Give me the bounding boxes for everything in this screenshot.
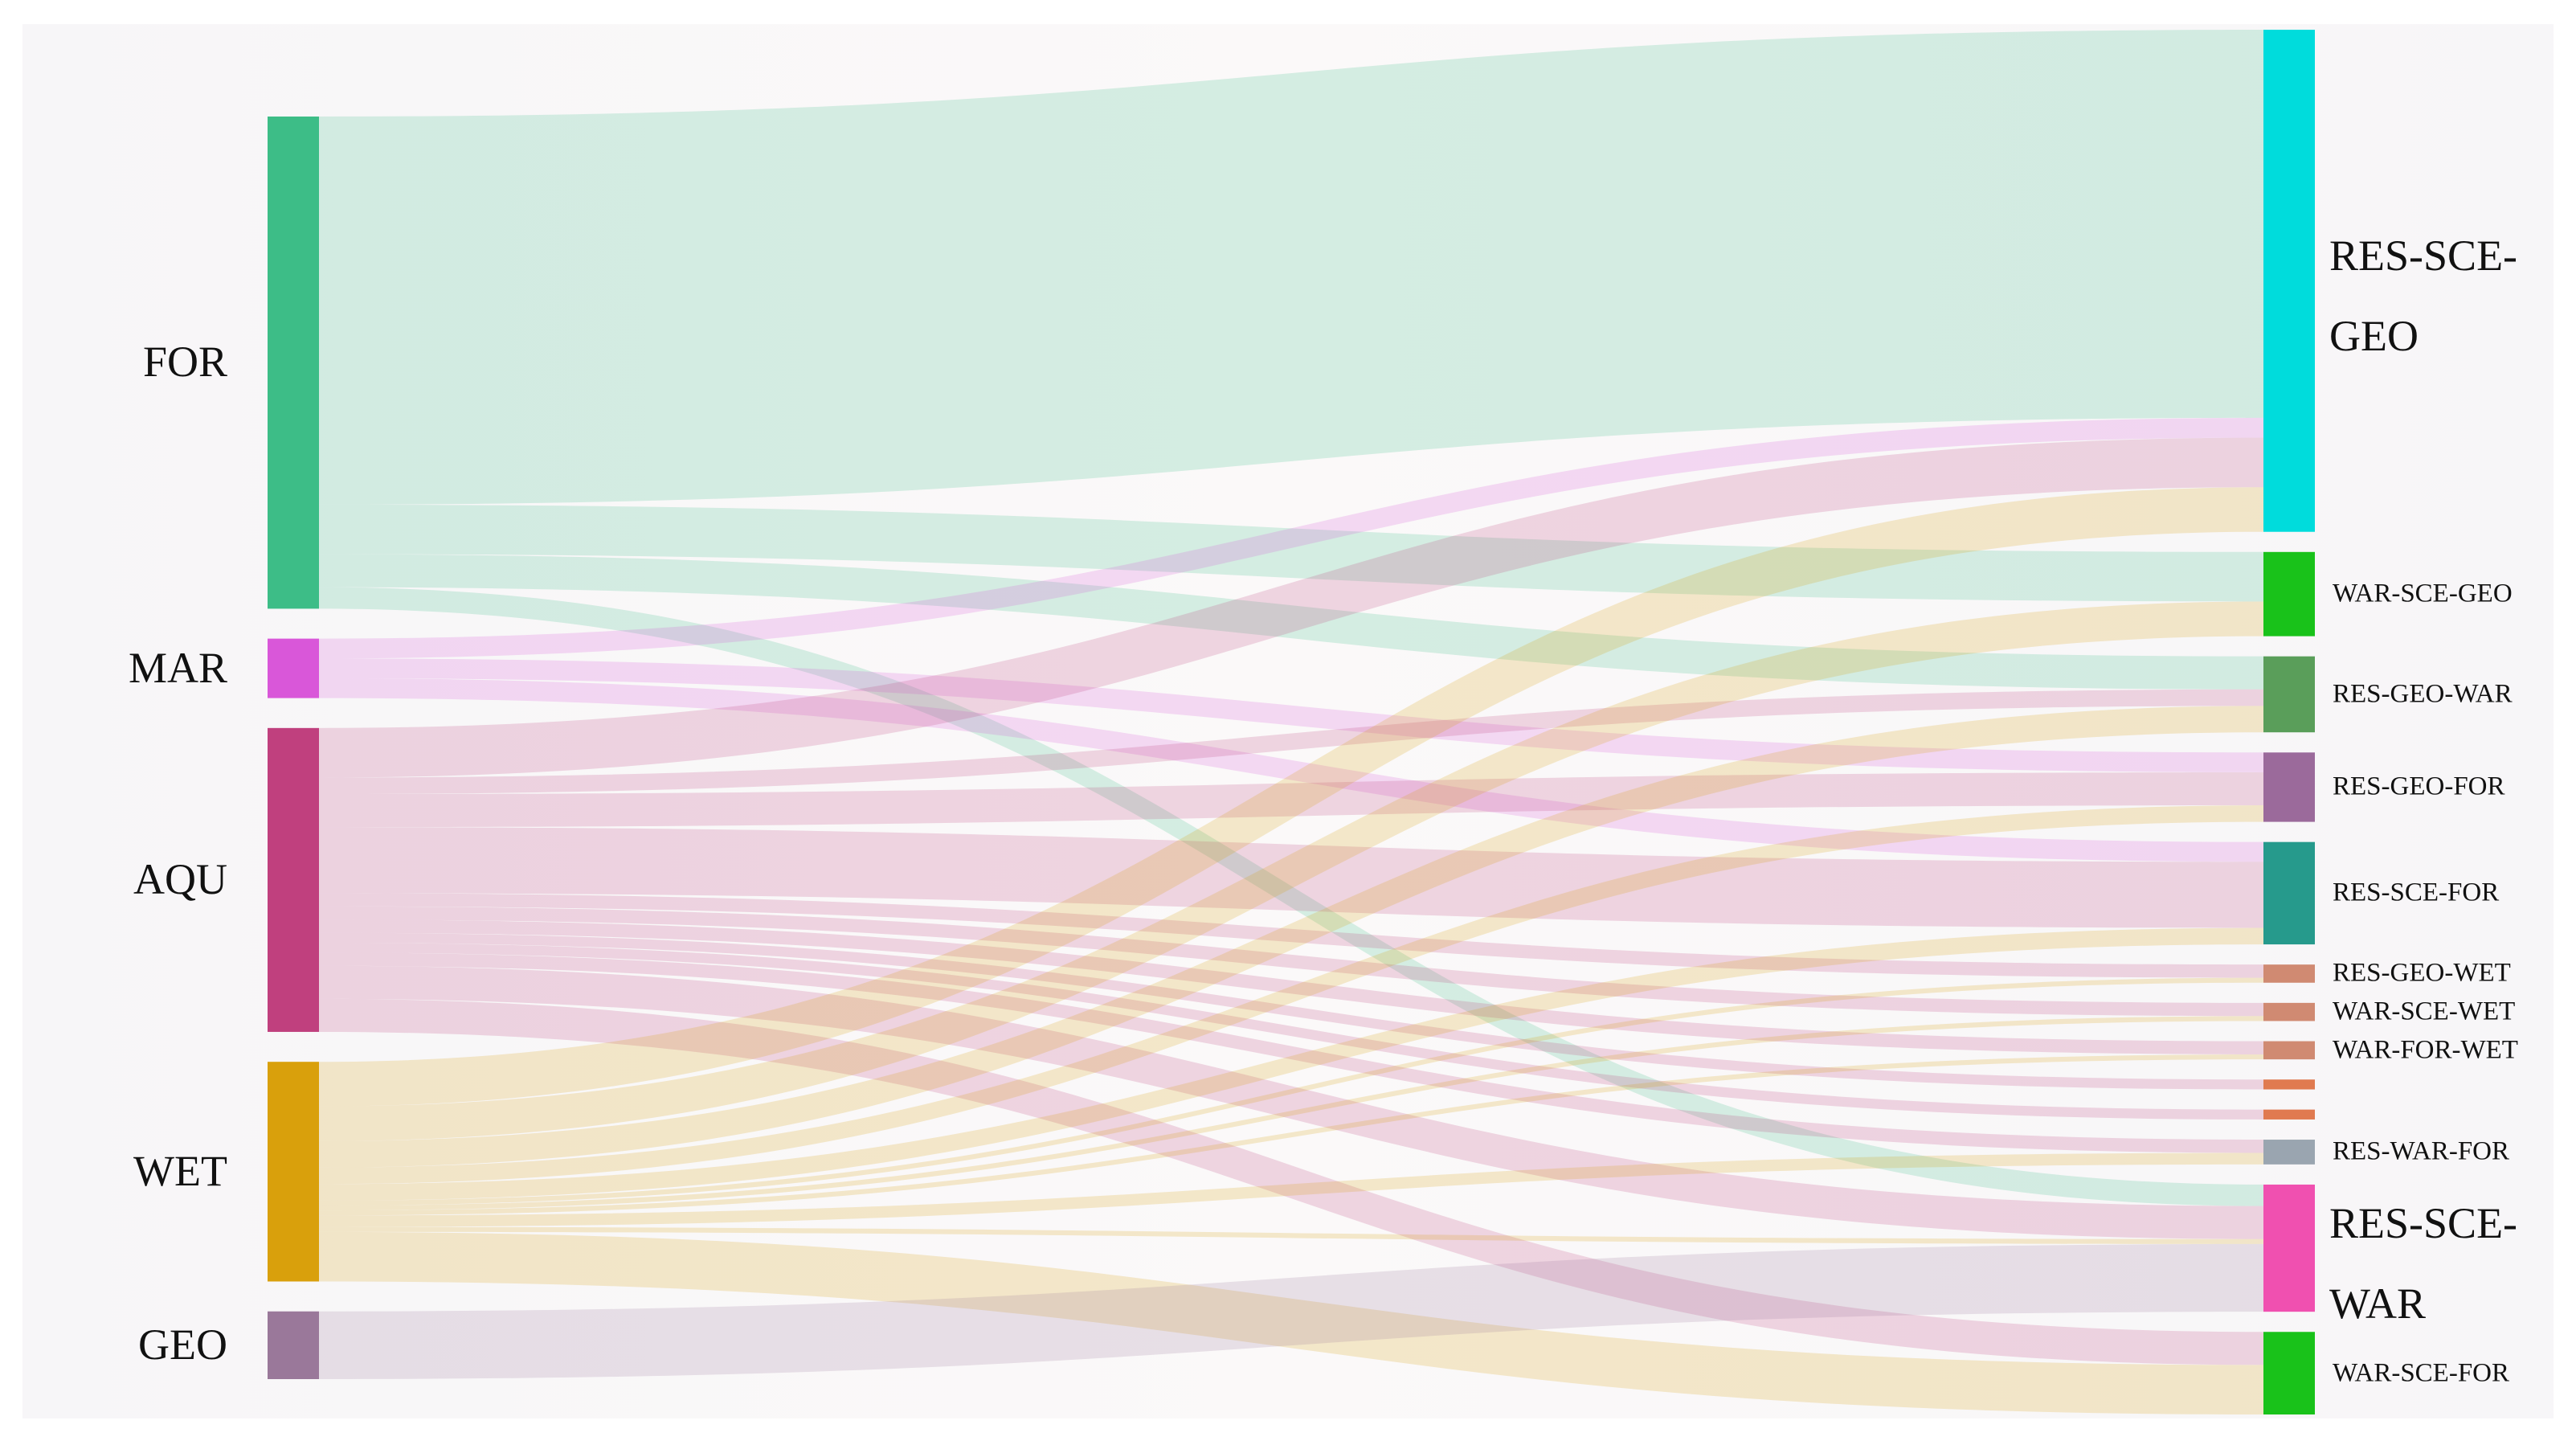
source-node xyxy=(268,1062,319,1282)
target-node xyxy=(2263,964,2315,983)
target-label: RES-GEO-WAR xyxy=(2333,679,2513,709)
target-label: RES-WAR-FOR xyxy=(2333,1136,2510,1166)
flow-link xyxy=(319,919,2263,1054)
target-node xyxy=(2263,656,2315,733)
source-label: GEO xyxy=(138,1320,227,1369)
flow-link xyxy=(319,30,2263,505)
target-node xyxy=(2263,1002,2315,1021)
target-label: WAR-SCE-WET xyxy=(2333,997,2516,1026)
flow-link xyxy=(319,1243,2263,1379)
source-node xyxy=(268,117,319,609)
target-node xyxy=(2263,551,2315,637)
chart-background xyxy=(22,24,2554,1418)
flow-link xyxy=(319,998,2263,1365)
flow-link xyxy=(319,1226,2263,1244)
source-label: WET xyxy=(133,1146,227,1195)
flow-link xyxy=(319,805,2263,1185)
target-node xyxy=(2263,1140,2315,1165)
flow-link xyxy=(319,689,2263,795)
flow-link xyxy=(319,952,2263,1153)
source-label: MAR xyxy=(128,643,227,692)
target-label: RES-SCE-WAR xyxy=(2329,1199,2518,1328)
flow-link xyxy=(319,601,2263,1141)
source-node xyxy=(268,1311,319,1379)
flow-link xyxy=(319,487,2263,1107)
flow-link xyxy=(319,1016,2263,1211)
flow-link xyxy=(319,678,2263,862)
target-label: WAR-FOR-WET xyxy=(2333,1035,2518,1065)
source-label: FOR xyxy=(142,338,227,387)
flow-link xyxy=(319,932,2263,1090)
flow-link xyxy=(319,965,2263,1239)
flow-link xyxy=(319,906,2263,1017)
target-label: RES-GEO-FOR xyxy=(2333,772,2505,801)
flow-link xyxy=(319,554,2263,690)
flow-link xyxy=(319,504,2263,602)
target-label: WAR-SCE-GEO xyxy=(2333,579,2513,608)
flow-link xyxy=(319,417,2263,659)
target-node xyxy=(2263,1332,2315,1414)
flow-link xyxy=(319,658,2263,772)
target-node xyxy=(2263,1079,2315,1090)
target-node xyxy=(2263,752,2315,822)
flow-link xyxy=(319,927,2263,1201)
flow-link xyxy=(319,977,2263,1206)
source-label: AQU xyxy=(133,854,227,903)
flow-link xyxy=(319,893,2263,978)
flow-link xyxy=(319,1152,2263,1227)
target-node xyxy=(2263,30,2315,532)
target-node xyxy=(2263,1184,2315,1312)
target-label: WAR-SCE-FOR xyxy=(2333,1358,2510,1388)
flow-link xyxy=(319,1054,2263,1216)
flow-link xyxy=(319,772,2263,828)
source-node xyxy=(268,727,319,1032)
flow-link xyxy=(319,437,2263,778)
target-label: RES-GEO-WET xyxy=(2333,958,2511,988)
target-label: RES-SCE-FOR xyxy=(2333,878,2500,907)
target-node xyxy=(2263,1109,2315,1120)
flow-link xyxy=(319,1231,2263,1414)
target-node xyxy=(2263,841,2315,945)
flow-link xyxy=(319,942,2263,1120)
flow-link xyxy=(319,587,2263,1206)
source-node xyxy=(268,638,319,698)
flow-link xyxy=(319,827,2263,928)
flow-link xyxy=(319,706,2263,1168)
target-node xyxy=(2263,1041,2315,1060)
target-label: RES-SCE-GEO xyxy=(2329,231,2518,361)
